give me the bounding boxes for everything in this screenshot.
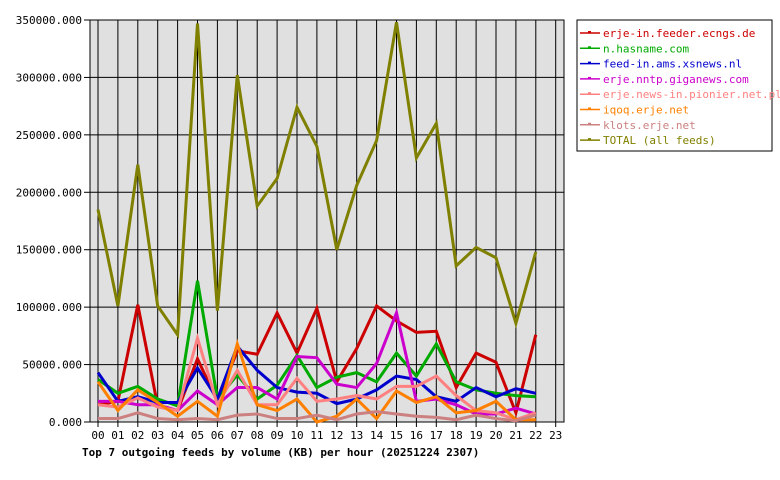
series-lines: [96, 22, 538, 424]
x-tick-label: 11: [310, 429, 323, 442]
legend-item: feed-in.ams.xsnews.nl: [580, 58, 742, 71]
x-tick-label: 20: [489, 429, 502, 442]
grid-lines: [90, 19, 564, 423]
legend-label: klots.erje.net: [603, 119, 696, 132]
series-line: [96, 343, 537, 406]
legend-item: klots.erje.net: [580, 119, 696, 132]
legend-item: iqoq.erje.net: [580, 104, 689, 117]
x-axis: 00 01 02 03 04 05 06 07 08 09 10 11 12 13 14 15 16 17 18 19…: [91, 422, 562, 442]
legend-item: TOTAL (all feeds): [580, 134, 716, 147]
legend: erje-in.feeder.ecngs.de n.hasname.com feed…: [576, 19, 780, 152]
chart-title: Top 7 outgoing feeds by volume (KB) per …: [82, 446, 479, 459]
series-line: [96, 22, 538, 340]
x-tick-label: 00: [91, 429, 104, 442]
y-tick-label: 200000.000: [16, 186, 82, 199]
x-tick-label: 17: [430, 429, 443, 442]
legend-box: [576, 19, 773, 152]
legend-label: TOTAL (all feeds): [603, 134, 716, 147]
x-tick-label: 14: [370, 429, 384, 442]
x-tick-label: 23: [549, 429, 562, 442]
x-tick-label: 21: [509, 429, 522, 442]
legend-label: erje-in.feeder.ecngs.de: [603, 27, 755, 40]
plot-area: [89, 19, 565, 423]
x-tick-label: 07: [231, 429, 244, 442]
series-line: [96, 338, 536, 424]
legend-label: erje.nntp.giganews.com: [603, 73, 749, 86]
y-tick-label: 250000.000: [16, 129, 82, 142]
legend-label: feed-in.ams.xsnews.nl: [603, 58, 742, 71]
x-tick-label: 15: [390, 429, 403, 442]
y-tick-label: 0.000: [49, 416, 82, 429]
x-tick-label: 09: [270, 429, 283, 442]
x-tick-label: 18: [450, 429, 463, 442]
y-axis: 0.000 50000.000 100000.000 150000.000 200000…: [16, 14, 90, 429]
legend-label: iqoq.erje.net: [603, 104, 689, 117]
legend-item: erje-in.feeder.ecngs.de: [580, 27, 755, 40]
x-tick-label: 19: [469, 429, 482, 442]
x-tick-label: 04: [171, 429, 185, 442]
x-tick-label: 16: [410, 429, 423, 442]
series-line: [97, 332, 537, 422]
x-tick-label: 03: [151, 429, 164, 442]
legend-label: n.hasname.com: [603, 42, 689, 55]
legend-label: erje.news-in.pionier.net.pl: [603, 88, 780, 101]
legend-item: n.hasname.com: [580, 42, 689, 55]
y-tick-label: 150000.000: [16, 244, 82, 257]
x-tick-label: 12: [330, 429, 343, 442]
x-tick-label: 02: [131, 429, 144, 442]
y-tick-label: 100000.000: [16, 301, 82, 314]
y-tick-label: 300000.000: [16, 71, 82, 84]
x-tick-label: 01: [111, 429, 124, 442]
series-line: [98, 410, 537, 423]
y-tick-label: 50000.000: [22, 359, 82, 372]
legend-item: erje.news-in.pionier.net.pl: [580, 88, 780, 101]
y-tick-label: 350000.000: [16, 14, 82, 27]
x-tick-label: 22: [529, 429, 542, 442]
legend-item: erje.nntp.giganews.com: [580, 73, 749, 86]
x-tick-label: 05: [191, 429, 204, 442]
x-tick-label: 10: [290, 429, 303, 442]
x-tick-label: 08: [251, 429, 264, 442]
x-tick-label: 06: [211, 429, 224, 442]
x-tick-label: 13: [350, 429, 363, 442]
